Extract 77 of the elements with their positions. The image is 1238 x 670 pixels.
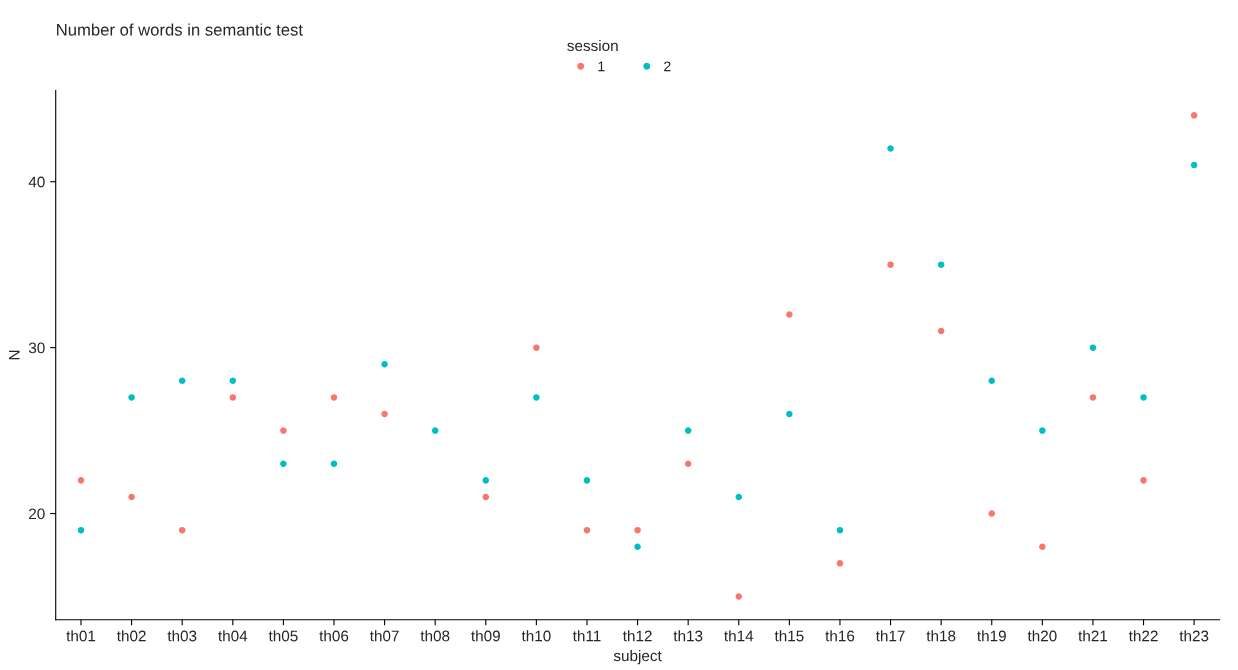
x-tick-label: th04	[218, 630, 248, 642]
point	[533, 344, 540, 351]
point	[937, 327, 945, 335]
point	[836, 560, 844, 567]
x-tick-label: th23	[1179, 630, 1209, 642]
point	[1190, 161, 1198, 169]
point	[229, 394, 237, 401]
x-tick-label: th15	[774, 630, 804, 642]
x-tick-label: th16	[825, 630, 855, 642]
point	[988, 377, 995, 385]
point	[786, 410, 793, 418]
y-tick-label: 20	[29, 508, 45, 520]
point	[684, 427, 692, 434]
x-axis-title: subject	[613, 649, 662, 665]
legend-title: session	[567, 39, 618, 52]
y-axis-title: N	[9, 350, 20, 360]
point	[1089, 344, 1097, 351]
legend-label: 1	[598, 61, 605, 72]
point	[280, 460, 287, 468]
point	[1089, 394, 1097, 401]
point	[1140, 394, 1147, 401]
point	[330, 394, 338, 401]
point	[77, 477, 85, 484]
x-tick-label: th11	[572, 630, 601, 642]
x-tick-label: th18	[926, 630, 956, 642]
point	[533, 394, 540, 401]
point	[634, 543, 641, 550]
x-tick-label: th08	[420, 630, 450, 642]
point	[684, 460, 692, 468]
point	[482, 493, 490, 501]
point	[178, 526, 186, 534]
point	[1039, 427, 1046, 434]
point	[583, 477, 591, 484]
point	[937, 261, 945, 268]
point	[887, 145, 894, 152]
point	[1039, 543, 1046, 550]
x-tick-label: th14	[724, 630, 754, 642]
point	[988, 510, 995, 517]
point	[482, 477, 490, 484]
x-tick-label: th07	[369, 630, 399, 642]
point	[735, 593, 743, 600]
x-tick-label: th10	[521, 630, 551, 642]
point	[381, 410, 388, 418]
point	[77, 526, 85, 534]
point	[128, 493, 135, 501]
x-tick-label: th22	[1128, 630, 1158, 642]
y-tick-label: 40	[28, 176, 45, 188]
point	[1190, 112, 1198, 119]
x-tick-label: th20	[1027, 630, 1057, 642]
point	[1140, 477, 1147, 484]
x-tick-label: th17	[875, 630, 905, 642]
point	[128, 394, 135, 401]
x-tick-label: th09	[471, 630, 500, 642]
chart-title: Number of words in semantic test	[57, 23, 303, 36]
point	[735, 493, 743, 501]
point	[431, 427, 439, 434]
x-tick-label: th05	[268, 630, 298, 642]
point	[280, 427, 287, 434]
x-tick-label: th02	[116, 630, 146, 642]
x-tick-label: th19	[977, 630, 1006, 642]
x-tick-label: th12	[622, 630, 652, 642]
point	[381, 360, 388, 368]
point	[178, 377, 186, 385]
x-tick-label: th13	[673, 630, 703, 642]
y-tick-label: 30	[28, 342, 45, 354]
point	[330, 460, 338, 468]
point	[634, 526, 641, 534]
x-tick-label: th06	[319, 630, 349, 642]
point	[836, 526, 844, 534]
x-tick-label: th03	[167, 630, 197, 642]
point	[583, 526, 591, 534]
x-tick-label: th01	[66, 630, 96, 642]
point	[887, 261, 894, 268]
legend-label: 2	[664, 61, 671, 72]
point	[786, 311, 793, 318]
x-tick-label: th21	[1078, 630, 1108, 642]
point	[229, 377, 237, 385]
